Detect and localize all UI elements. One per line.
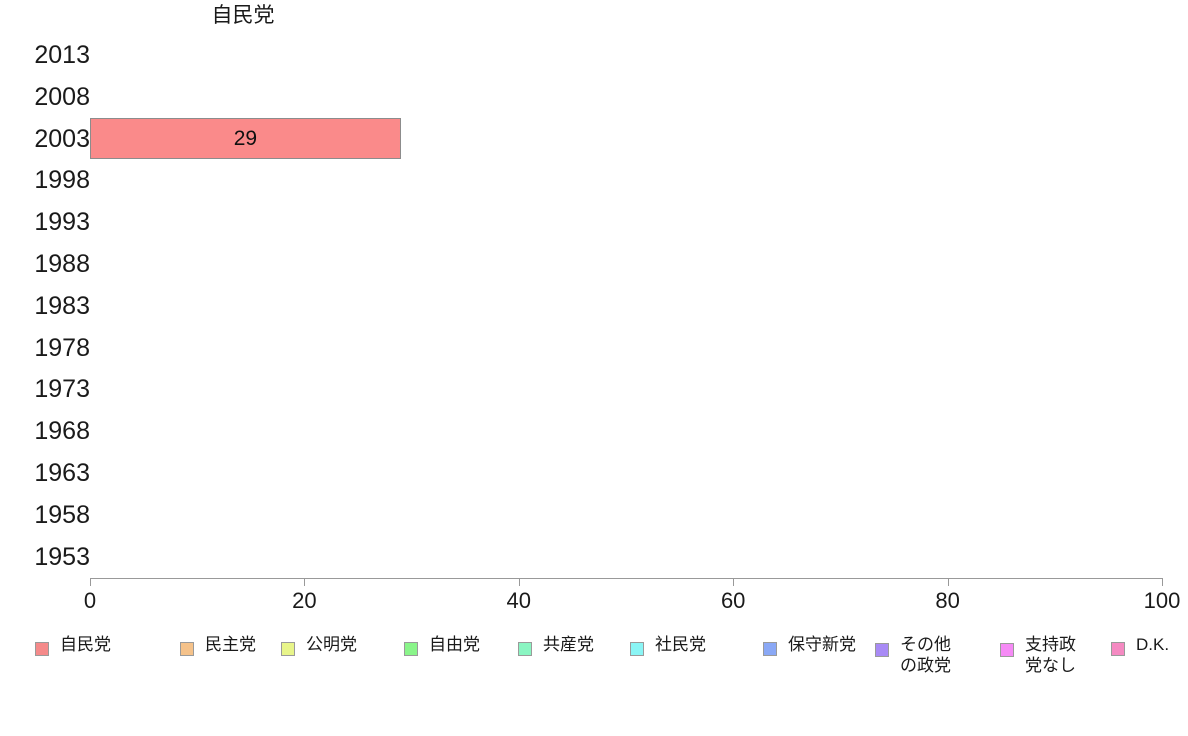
- legend-color-swatch: [630, 642, 644, 656]
- legend-label: その他 の政党: [900, 634, 951, 676]
- legend-color-swatch: [281, 642, 295, 656]
- legend-item[interactable]: 自由党: [404, 634, 480, 688]
- y-axis-tick-label: 2008: [34, 82, 90, 111]
- legend-color-swatch: [1111, 642, 1125, 656]
- legend-label-line1: D.K.: [1136, 635, 1170, 654]
- y-axis-tick-label: 2003: [34, 124, 90, 153]
- x-axis-tick-label: 20: [292, 588, 317, 613]
- legend-item[interactable]: その他 の政党: [875, 634, 951, 688]
- legend-item[interactable]: 支持政 党なし: [1000, 634, 1076, 688]
- y-axis-tick-label: 2013: [34, 40, 90, 69]
- y-axis-tick-label: 1963: [34, 458, 90, 487]
- plot-area: [90, 34, 1162, 578]
- legend-label-line1: 自由党: [429, 635, 480, 654]
- y-axis-tick-label: 1978: [34, 333, 90, 362]
- y-axis-tick-label: 1968: [34, 417, 90, 446]
- chart-title: 自民党: [211, 4, 275, 27]
- legend-color-swatch: [35, 642, 49, 656]
- x-axis-tick-mark: [733, 578, 735, 586]
- x-axis-tick-mark: [947, 578, 949, 586]
- legend-label: 民主党: [205, 634, 256, 655]
- legend-label-line1: 自民党: [60, 635, 111, 654]
- legend-label-line2: 党なし: [1025, 656, 1076, 675]
- y-axis-tick-label: 1993: [34, 208, 90, 237]
- legend-label-line1: 共産党: [543, 635, 594, 654]
- legend-item[interactable]: 自民党: [35, 634, 111, 688]
- legend-item[interactable]: 公明党: [281, 634, 357, 688]
- x-axis-tick-mark: [304, 578, 306, 586]
- x-axis-tick-label: 60: [720, 588, 746, 613]
- x-axis-tick-mark: [90, 578, 91, 586]
- legend-label-line1: 社民党: [655, 635, 706, 654]
- legend-label: 保守新党: [788, 634, 856, 655]
- x-axis-tick-mark: [1162, 578, 1163, 586]
- legend-label-line1: 保守新党: [788, 635, 856, 654]
- x-axis-tick-label: 80: [935, 588, 960, 613]
- legend-color-swatch: [763, 642, 777, 656]
- y-axis-tick-label: 1973: [34, 375, 90, 404]
- y-axis-tick-label: 1958: [34, 500, 90, 529]
- x-axis-tick-label: 100: [1143, 588, 1181, 613]
- legend-item[interactable]: 保守新党: [763, 634, 856, 688]
- y-axis-tick-label: 1998: [34, 166, 90, 195]
- legend-label: 共産党: [543, 634, 594, 655]
- y-axis-tick-label: 1988: [34, 249, 90, 278]
- legend-label-line2: の政党: [900, 656, 951, 675]
- legend-color-swatch: [1000, 643, 1014, 657]
- legend-color-swatch: [875, 643, 889, 657]
- legend-label-line1: 公明党: [306, 635, 357, 654]
- legend-color-swatch: [518, 642, 532, 656]
- chart-legend: 自民党 民主党 公明党 自由党 共産党 社民党 保守新党 その他の政党 支持政党なし D.K.: [0, 634, 1188, 694]
- legend-label: 社民党: [655, 634, 706, 655]
- legend-item[interactable]: D.K.: [1111, 634, 1169, 688]
- legend-label: D.K.: [1136, 634, 1169, 655]
- legend-label-line1: 支持政: [1025, 635, 1076, 654]
- legend-label: 自民党: [60, 634, 111, 655]
- x-axis-tick-label: 0: [83, 588, 97, 613]
- x-axis-line: [90, 578, 1162, 579]
- legend-item[interactable]: 社民党: [630, 634, 706, 688]
- legend-label-line1: 民主党: [205, 635, 256, 654]
- legend-color-swatch: [180, 642, 194, 656]
- x-axis-tick-mark: [518, 578, 520, 586]
- legend-label: 支持政 党なし: [1025, 634, 1076, 676]
- legend-label: 自由党: [429, 634, 480, 655]
- bar[interactable]: [90, 117, 401, 160]
- y-axis-tick-label: 1953: [34, 542, 90, 571]
- y-axis-tick-label: 1983: [34, 291, 90, 320]
- legend-label-line1: その他: [900, 635, 951, 654]
- legend-color-swatch: [404, 642, 418, 656]
- legend-item[interactable]: 共産党: [518, 634, 594, 688]
- x-axis-tick-label: 40: [506, 588, 532, 613]
- legend-item[interactable]: 民主党: [180, 634, 256, 688]
- legend-label: 公明党: [306, 634, 357, 655]
